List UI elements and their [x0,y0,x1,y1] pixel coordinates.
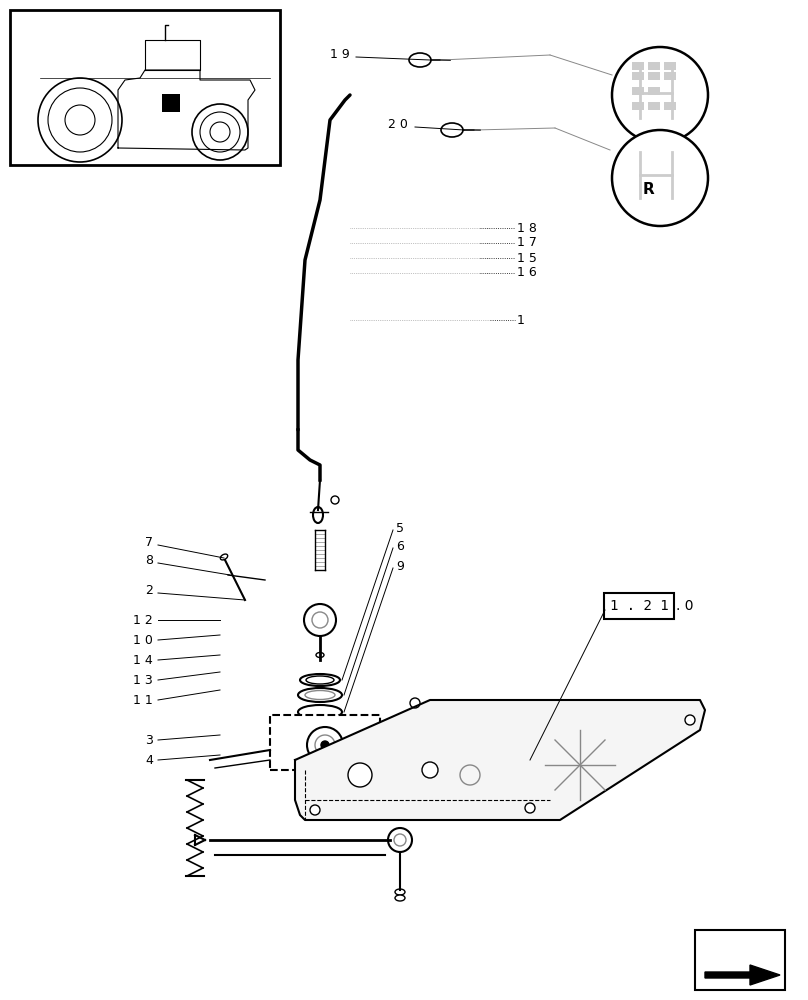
Text: 1 . 2 1: 1 . 2 1 [610,599,668,613]
Circle shape [410,698,420,708]
Ellipse shape [316,652,324,658]
Text: 1 9: 1 9 [330,48,350,62]
Polygon shape [295,700,705,820]
Text: 1 3: 1 3 [133,674,153,686]
Text: 2: 2 [145,584,153,597]
Text: 1 6: 1 6 [517,266,537,279]
Circle shape [307,727,343,763]
Text: R: R [642,182,654,198]
Text: 9: 9 [396,560,404,572]
Circle shape [685,715,695,725]
Circle shape [321,741,329,749]
Circle shape [422,762,438,778]
Ellipse shape [300,674,340,686]
Bar [664,72,676,80]
Circle shape [348,763,372,787]
Bar [162,94,180,112]
Bar [632,102,644,110]
Text: 5: 5 [396,522,404,534]
Bar [10,10,280,165]
Text: 4: 4 [145,754,153,766]
Polygon shape [705,965,780,985]
Bar [664,102,676,110]
Text: 1 7: 1 7 [517,236,537,249]
Text: 1: 1 [517,314,525,326]
Ellipse shape [409,53,431,67]
FancyBboxPatch shape [604,593,674,619]
Circle shape [304,604,336,636]
Text: 2 0: 2 0 [388,118,408,131]
Ellipse shape [395,889,405,895]
Ellipse shape [395,895,405,901]
Text: 1 5: 1 5 [517,251,537,264]
Text: 1 8: 1 8 [517,222,537,234]
Circle shape [310,805,320,815]
Bar [632,87,644,95]
Text: 1 1: 1 1 [133,694,153,706]
Text: 7: 7 [145,536,153,550]
Bar [270,715,380,770]
Bar [648,62,660,70]
Ellipse shape [298,688,342,702]
Circle shape [525,803,535,813]
Bar [632,62,644,70]
Bar [648,72,660,80]
Ellipse shape [221,554,228,560]
Bar [648,102,660,110]
Bar [648,87,660,95]
Text: 6: 6 [396,540,404,552]
Ellipse shape [441,123,463,137]
Text: 1 2: 1 2 [133,613,153,626]
Bar [664,62,676,70]
Circle shape [388,828,412,852]
Circle shape [331,496,339,504]
Ellipse shape [313,507,323,523]
Ellipse shape [298,705,342,719]
Bar [695,930,785,990]
Text: . 0: . 0 [676,599,694,613]
Circle shape [612,47,708,143]
Text: 8: 8 [145,554,153,568]
Text: 3: 3 [145,734,153,746]
Text: 1 0: 1 0 [133,634,153,647]
Text: 1 4: 1 4 [133,654,153,666]
Bar [632,72,644,80]
Circle shape [612,130,708,226]
